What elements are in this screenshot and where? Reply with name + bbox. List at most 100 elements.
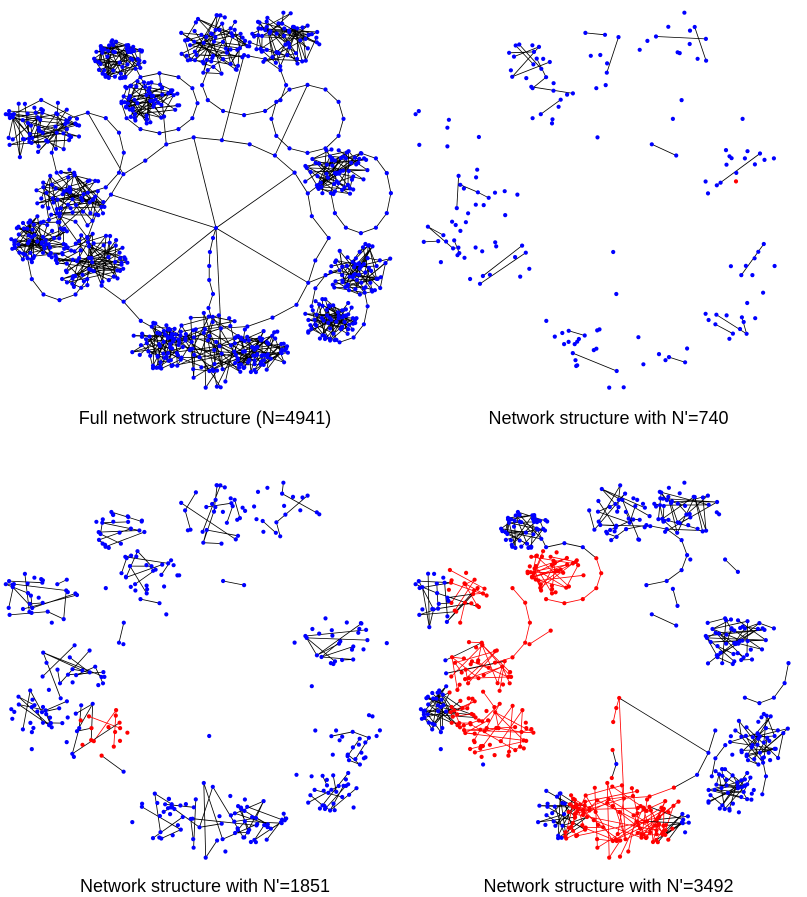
network-node xyxy=(670,586,675,591)
network-node xyxy=(253,345,259,351)
network-node xyxy=(340,734,345,739)
network-edge xyxy=(181,27,231,55)
network-node xyxy=(121,769,126,774)
network-node xyxy=(294,302,299,307)
network-node xyxy=(530,116,535,121)
network-node xyxy=(570,351,575,356)
network-edge xyxy=(145,144,167,161)
network-edge xyxy=(208,307,214,323)
network-node xyxy=(327,304,332,309)
network-edge xyxy=(729,732,758,743)
network-node xyxy=(735,651,740,656)
network-node xyxy=(40,130,45,135)
network-node xyxy=(138,65,143,70)
network-node xyxy=(261,59,266,64)
network-node xyxy=(536,44,542,50)
network-node xyxy=(263,28,268,33)
network-node xyxy=(734,640,739,645)
network-node xyxy=(252,362,257,367)
network-edge xyxy=(47,141,64,150)
network-node xyxy=(166,326,172,332)
network-edge xyxy=(595,558,602,574)
network-edge xyxy=(445,711,453,723)
network-edge xyxy=(244,110,266,116)
network-node xyxy=(32,105,37,110)
network-node xyxy=(207,733,212,739)
network-edge xyxy=(715,744,726,759)
network-node xyxy=(635,830,640,836)
network-node xyxy=(583,30,588,35)
network-edge xyxy=(156,330,165,368)
network-node xyxy=(457,251,462,256)
network-edge xyxy=(315,323,334,334)
network-node xyxy=(548,628,553,633)
network-node xyxy=(314,312,319,317)
network-edge xyxy=(105,172,120,188)
network-node xyxy=(466,211,471,216)
network-edge xyxy=(199,786,214,828)
network-node xyxy=(645,797,650,802)
network-node xyxy=(45,609,50,614)
network-edge xyxy=(118,622,125,643)
network-edge xyxy=(159,128,179,134)
network-node xyxy=(344,620,349,625)
network-node xyxy=(235,63,241,68)
network-node xyxy=(112,50,117,55)
network-edge xyxy=(515,45,534,65)
network-node xyxy=(549,591,555,596)
network-node xyxy=(645,38,650,44)
network-node xyxy=(543,822,548,827)
network-node xyxy=(517,42,522,47)
network-node xyxy=(148,98,153,104)
network-node xyxy=(28,720,33,725)
network-node xyxy=(150,836,156,841)
network-node xyxy=(132,97,137,102)
network-node xyxy=(68,188,73,193)
network-node xyxy=(388,256,393,261)
network-edge xyxy=(582,546,597,559)
network-node xyxy=(664,578,669,584)
network-node xyxy=(345,255,350,260)
network-node xyxy=(170,339,175,344)
network-node xyxy=(111,274,116,279)
network-node xyxy=(745,619,750,624)
network-node xyxy=(211,39,217,44)
network-edge xyxy=(773,682,785,698)
network-edge xyxy=(100,533,122,545)
network-node xyxy=(478,744,484,749)
network-node xyxy=(559,835,564,840)
network-node xyxy=(347,274,352,279)
network-node xyxy=(670,826,675,831)
network-edge xyxy=(296,282,309,305)
network-node xyxy=(486,195,491,200)
network-node xyxy=(328,808,333,813)
network-node xyxy=(481,689,486,694)
network-edge xyxy=(254,352,282,371)
network-node xyxy=(144,121,149,126)
network-node xyxy=(475,190,480,195)
network-node xyxy=(65,202,71,207)
network-node xyxy=(207,249,212,255)
network-node xyxy=(443,658,448,663)
network-edge xyxy=(149,336,161,367)
network-node xyxy=(588,53,593,58)
network-node xyxy=(608,527,613,533)
network-edge xyxy=(379,263,386,289)
network-edge xyxy=(681,539,688,556)
network-node xyxy=(524,726,529,731)
network-node xyxy=(53,124,58,129)
network-node xyxy=(317,631,322,636)
network-node xyxy=(520,708,525,713)
network-node xyxy=(742,156,747,161)
network-edge xyxy=(524,622,531,643)
network-edge xyxy=(271,118,277,137)
network-node xyxy=(342,319,347,325)
network-node xyxy=(523,640,528,645)
network-node xyxy=(305,150,310,155)
network-node xyxy=(676,799,681,804)
network-node xyxy=(705,620,710,625)
network-node xyxy=(614,705,619,711)
network-node xyxy=(718,650,723,655)
network-node xyxy=(252,504,257,509)
network-node xyxy=(176,75,181,80)
